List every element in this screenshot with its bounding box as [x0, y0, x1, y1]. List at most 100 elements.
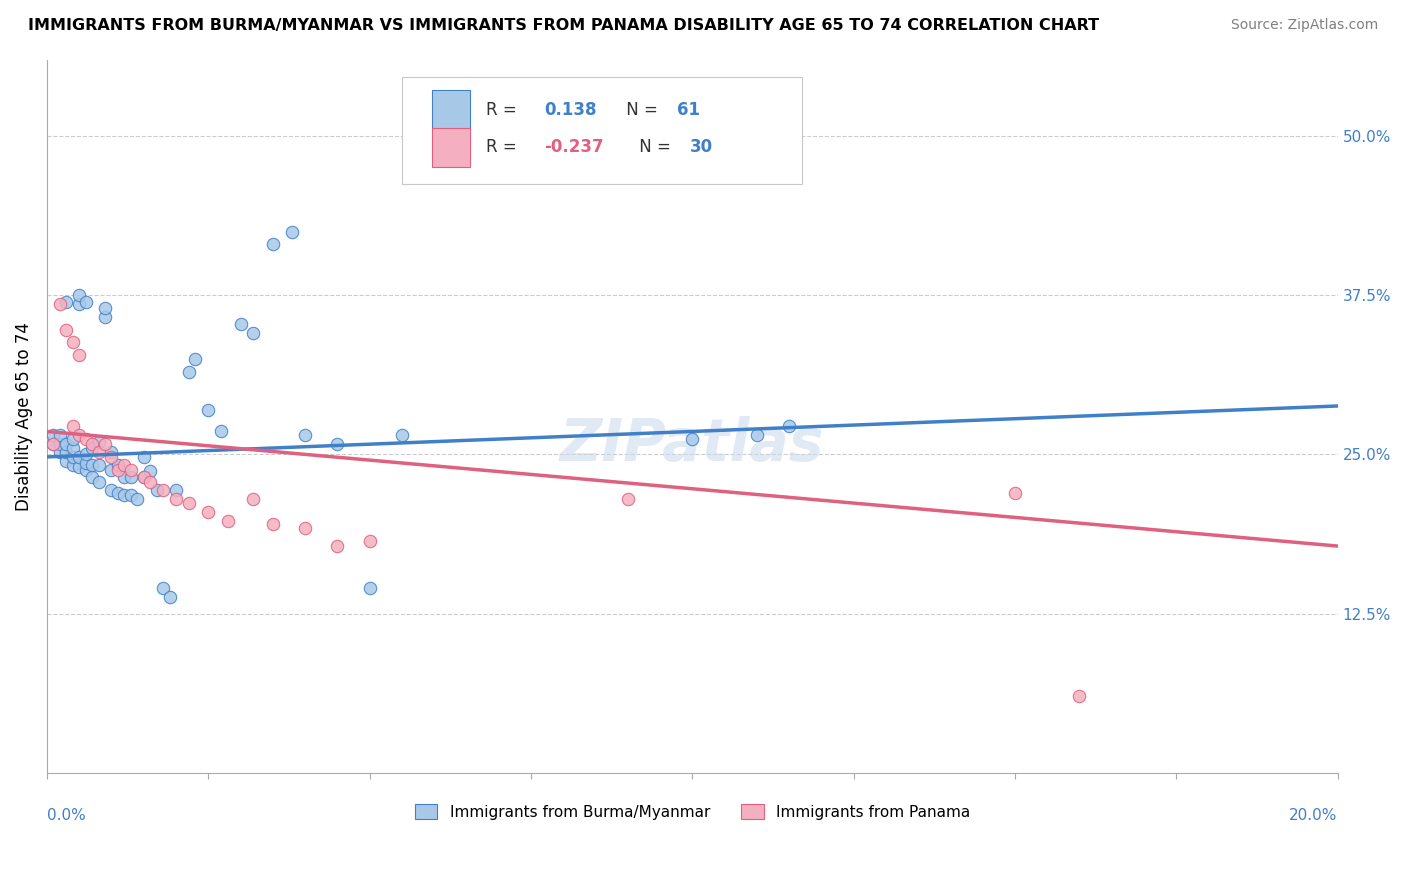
- Point: [87, 445, 110, 459]
- Point: [67, 460, 90, 475]
- Point: [616, 491, 638, 506]
- Point: [55, 437, 77, 451]
- Point: [209, 425, 232, 439]
- Text: R =: R =: [485, 101, 522, 119]
- Point: [217, 514, 239, 528]
- Point: [120, 470, 142, 484]
- Point: [67, 450, 90, 464]
- Point: [132, 450, 155, 464]
- Point: [75, 463, 97, 477]
- Text: 61: 61: [676, 101, 700, 119]
- Point: [107, 485, 129, 500]
- Point: [197, 505, 219, 519]
- Point: [80, 441, 103, 455]
- Point: [294, 428, 316, 442]
- Point: [55, 454, 77, 468]
- Text: Source: ZipAtlas.com: Source: ZipAtlas.com: [1230, 18, 1378, 32]
- Point: [67, 428, 90, 442]
- Point: [359, 581, 381, 595]
- Point: [100, 450, 122, 464]
- Point: [139, 464, 162, 478]
- Point: [80, 470, 103, 484]
- FancyBboxPatch shape: [402, 78, 801, 185]
- Point: [177, 496, 200, 510]
- Point: [75, 432, 97, 446]
- Point: [55, 322, 77, 336]
- Point: [294, 521, 316, 535]
- Point: [120, 488, 142, 502]
- Point: [75, 447, 97, 461]
- Y-axis label: Disability Age 65 to 74: Disability Age 65 to 74: [15, 322, 32, 510]
- Point: [778, 419, 800, 434]
- Point: [1004, 485, 1026, 500]
- Point: [75, 294, 97, 309]
- Point: [165, 483, 187, 497]
- Point: [62, 432, 84, 446]
- Point: [55, 445, 77, 459]
- Point: [745, 428, 768, 442]
- Point: [197, 402, 219, 417]
- Point: [94, 310, 117, 324]
- Point: [159, 590, 181, 604]
- Point: [177, 365, 200, 379]
- Point: [100, 445, 122, 459]
- Point: [127, 491, 149, 506]
- Point: [62, 458, 84, 472]
- Point: [42, 437, 65, 451]
- Point: [152, 581, 174, 595]
- Point: [49, 428, 72, 442]
- Point: [132, 470, 155, 484]
- Point: [152, 483, 174, 497]
- Text: 0.0%: 0.0%: [46, 808, 86, 823]
- Point: [107, 458, 129, 472]
- Point: [75, 456, 97, 470]
- Point: [359, 533, 381, 548]
- Point: [94, 301, 117, 315]
- Point: [112, 488, 135, 502]
- Point: [107, 463, 129, 477]
- Point: [262, 237, 284, 252]
- Text: 30: 30: [690, 138, 713, 156]
- Legend: Immigrants from Burma/Myanmar, Immigrants from Panama: Immigrants from Burma/Myanmar, Immigrant…: [408, 797, 976, 826]
- Point: [112, 470, 135, 484]
- Point: [42, 428, 65, 442]
- Point: [1069, 690, 1091, 704]
- Point: [62, 335, 84, 350]
- Point: [262, 517, 284, 532]
- Point: [49, 437, 72, 451]
- Point: [87, 458, 110, 472]
- Point: [62, 441, 84, 455]
- Point: [87, 434, 110, 449]
- Point: [49, 297, 72, 311]
- Point: [281, 225, 304, 239]
- Point: [49, 445, 72, 459]
- Point: [391, 428, 413, 442]
- Point: [145, 483, 167, 497]
- Point: [139, 475, 162, 490]
- Point: [120, 463, 142, 477]
- Point: [242, 326, 264, 341]
- Point: [55, 294, 77, 309]
- Text: N =: N =: [634, 138, 676, 156]
- Point: [100, 483, 122, 497]
- FancyBboxPatch shape: [432, 128, 470, 167]
- Text: R =: R =: [485, 138, 522, 156]
- Point: [229, 318, 252, 332]
- Point: [165, 491, 187, 506]
- Point: [242, 491, 264, 506]
- Point: [132, 470, 155, 484]
- Point: [80, 437, 103, 451]
- Text: ZIPatlas: ZIPatlas: [560, 417, 824, 473]
- Text: IMMIGRANTS FROM BURMA/MYANMAR VS IMMIGRANTS FROM PANAMA DISABILITY AGE 65 TO 74 : IMMIGRANTS FROM BURMA/MYANMAR VS IMMIGRA…: [28, 18, 1099, 33]
- Text: -0.237: -0.237: [544, 138, 603, 156]
- Text: N =: N =: [621, 101, 664, 119]
- Point: [100, 463, 122, 477]
- Point: [326, 437, 349, 451]
- Point: [94, 437, 117, 451]
- Point: [62, 419, 84, 434]
- Point: [112, 458, 135, 472]
- Point: [42, 437, 65, 451]
- Text: 0.138: 0.138: [544, 101, 596, 119]
- Point: [67, 348, 90, 362]
- Point: [80, 458, 103, 472]
